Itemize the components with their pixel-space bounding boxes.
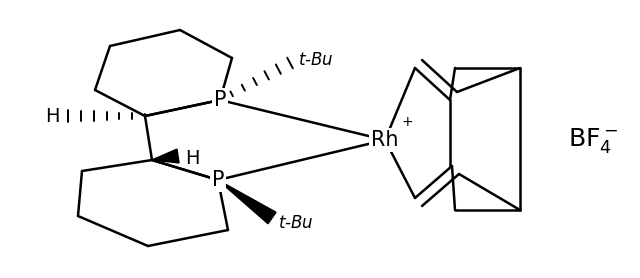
Text: $t$-Bu: $t$-Bu: [298, 51, 333, 69]
Polygon shape: [218, 180, 276, 224]
Text: H: H: [45, 106, 60, 125]
Text: $t$-Bu: $t$-Bu: [278, 214, 314, 232]
Text: +: +: [401, 115, 413, 129]
Polygon shape: [152, 149, 179, 163]
Text: H: H: [185, 148, 199, 168]
Text: P: P: [214, 90, 227, 110]
Text: P: P: [212, 170, 224, 190]
Text: Rh: Rh: [371, 130, 399, 150]
Text: BF$_4^-$: BF$_4^-$: [568, 125, 618, 155]
